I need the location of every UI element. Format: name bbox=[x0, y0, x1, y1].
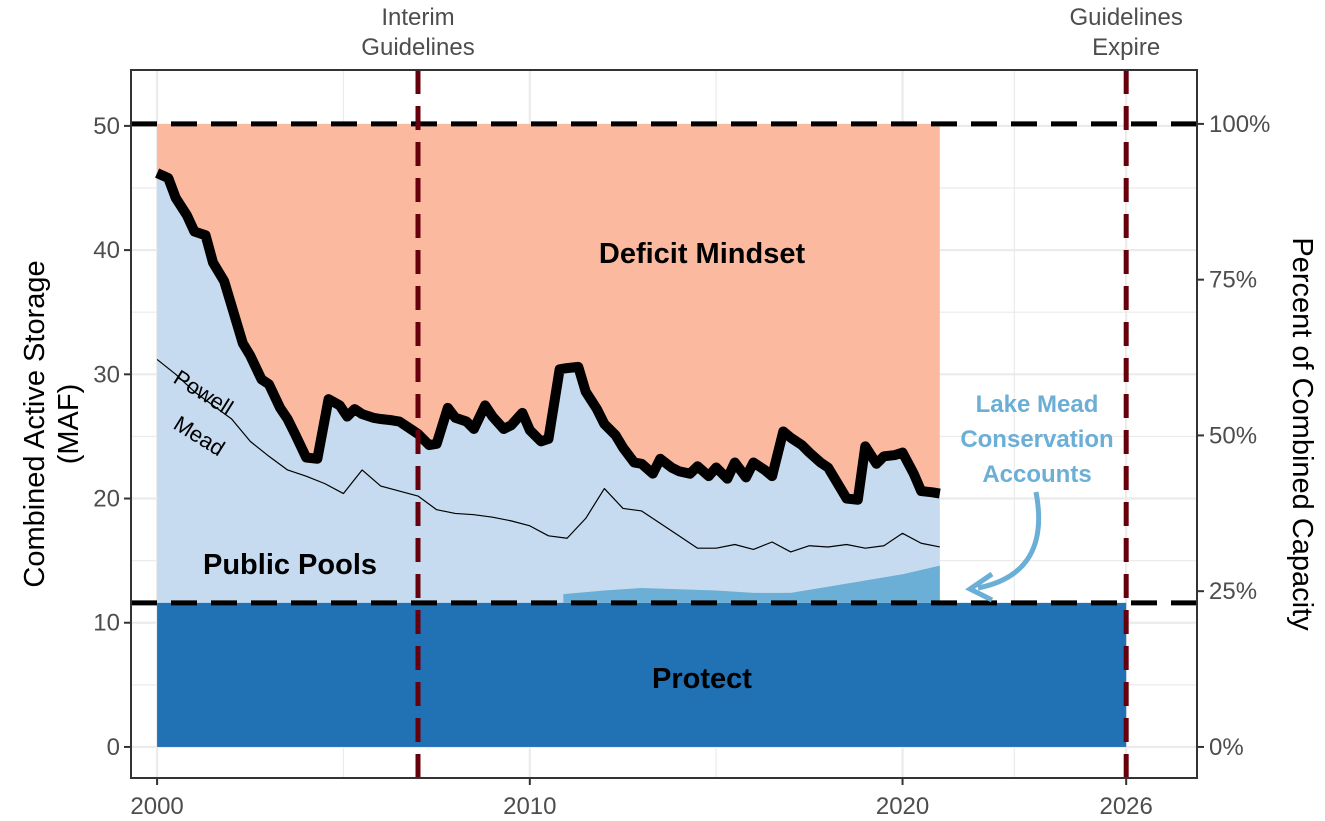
conservation-label: Lake Mead bbox=[976, 391, 1099, 418]
protect-zone-area bbox=[157, 602, 1127, 747]
y2-tick-label: 0% bbox=[1209, 734, 1244, 761]
axes: 0 10 20 30 40 50 0% 25% 50% 75% 100% 2000 2010 2020 20… bbox=[19, 69, 1318, 820]
zone-areas bbox=[157, 123, 1127, 747]
panel-border bbox=[130, 69, 1198, 779]
conservation-label: Conservation bbox=[960, 426, 1113, 453]
x-tick-label: 2020 bbox=[876, 793, 929, 820]
y2-tick-label: 75% bbox=[1209, 267, 1257, 294]
conservation-label: Accounts bbox=[982, 461, 1091, 488]
protect-zone-label: Protect bbox=[652, 663, 752, 695]
y2-axis-title: Percent of Combined Capacity bbox=[1286, 237, 1318, 631]
y-tick-label: 0 bbox=[107, 734, 120, 761]
y-tick-label: 20 bbox=[93, 486, 120, 513]
guideline-label-0: Guidelines bbox=[361, 34, 474, 61]
x-tick-label: 2000 bbox=[130, 793, 183, 820]
conservation-arrowhead bbox=[965, 571, 994, 603]
guideline-label-1: Guidelines bbox=[1069, 4, 1182, 31]
x-tick-label: 2010 bbox=[503, 793, 556, 820]
deficit-zone-label: Deficit Mindset bbox=[599, 238, 806, 270]
series-lines bbox=[155, 168, 941, 553]
y2-tick-label: 50% bbox=[1209, 422, 1257, 449]
y-axis-title: (MAF) bbox=[53, 384, 85, 465]
guideline-label-1: Expire bbox=[1092, 34, 1160, 61]
y-axis-title: Combined Active Storage bbox=[19, 260, 51, 587]
x-tick-label: 2026 bbox=[1099, 793, 1152, 820]
public-pools-zone-area bbox=[157, 173, 940, 603]
y2-tick-label: 25% bbox=[1209, 578, 1257, 605]
guideline-label-0: Interim bbox=[381, 4, 454, 31]
y-tick-label: 30 bbox=[93, 361, 120, 388]
combined-series-line bbox=[155, 168, 941, 505]
mead-series-line bbox=[156, 358, 940, 553]
y-tick-label: 50 bbox=[93, 113, 120, 140]
public-pools-zone-label: Public Pools bbox=[203, 549, 377, 581]
conservation-accounts-area bbox=[563, 565, 940, 603]
y-tick-label: 40 bbox=[93, 237, 120, 264]
y2-tick-label: 100% bbox=[1209, 111, 1270, 138]
reference-lines bbox=[131, 70, 1197, 778]
conservation-arrow bbox=[977, 491, 1042, 591]
y-tick-label: 10 bbox=[93, 610, 120, 637]
annotation-labels: Interim Guidelines Guidelines Expire Deficit… bbox=[169, 4, 1183, 695]
